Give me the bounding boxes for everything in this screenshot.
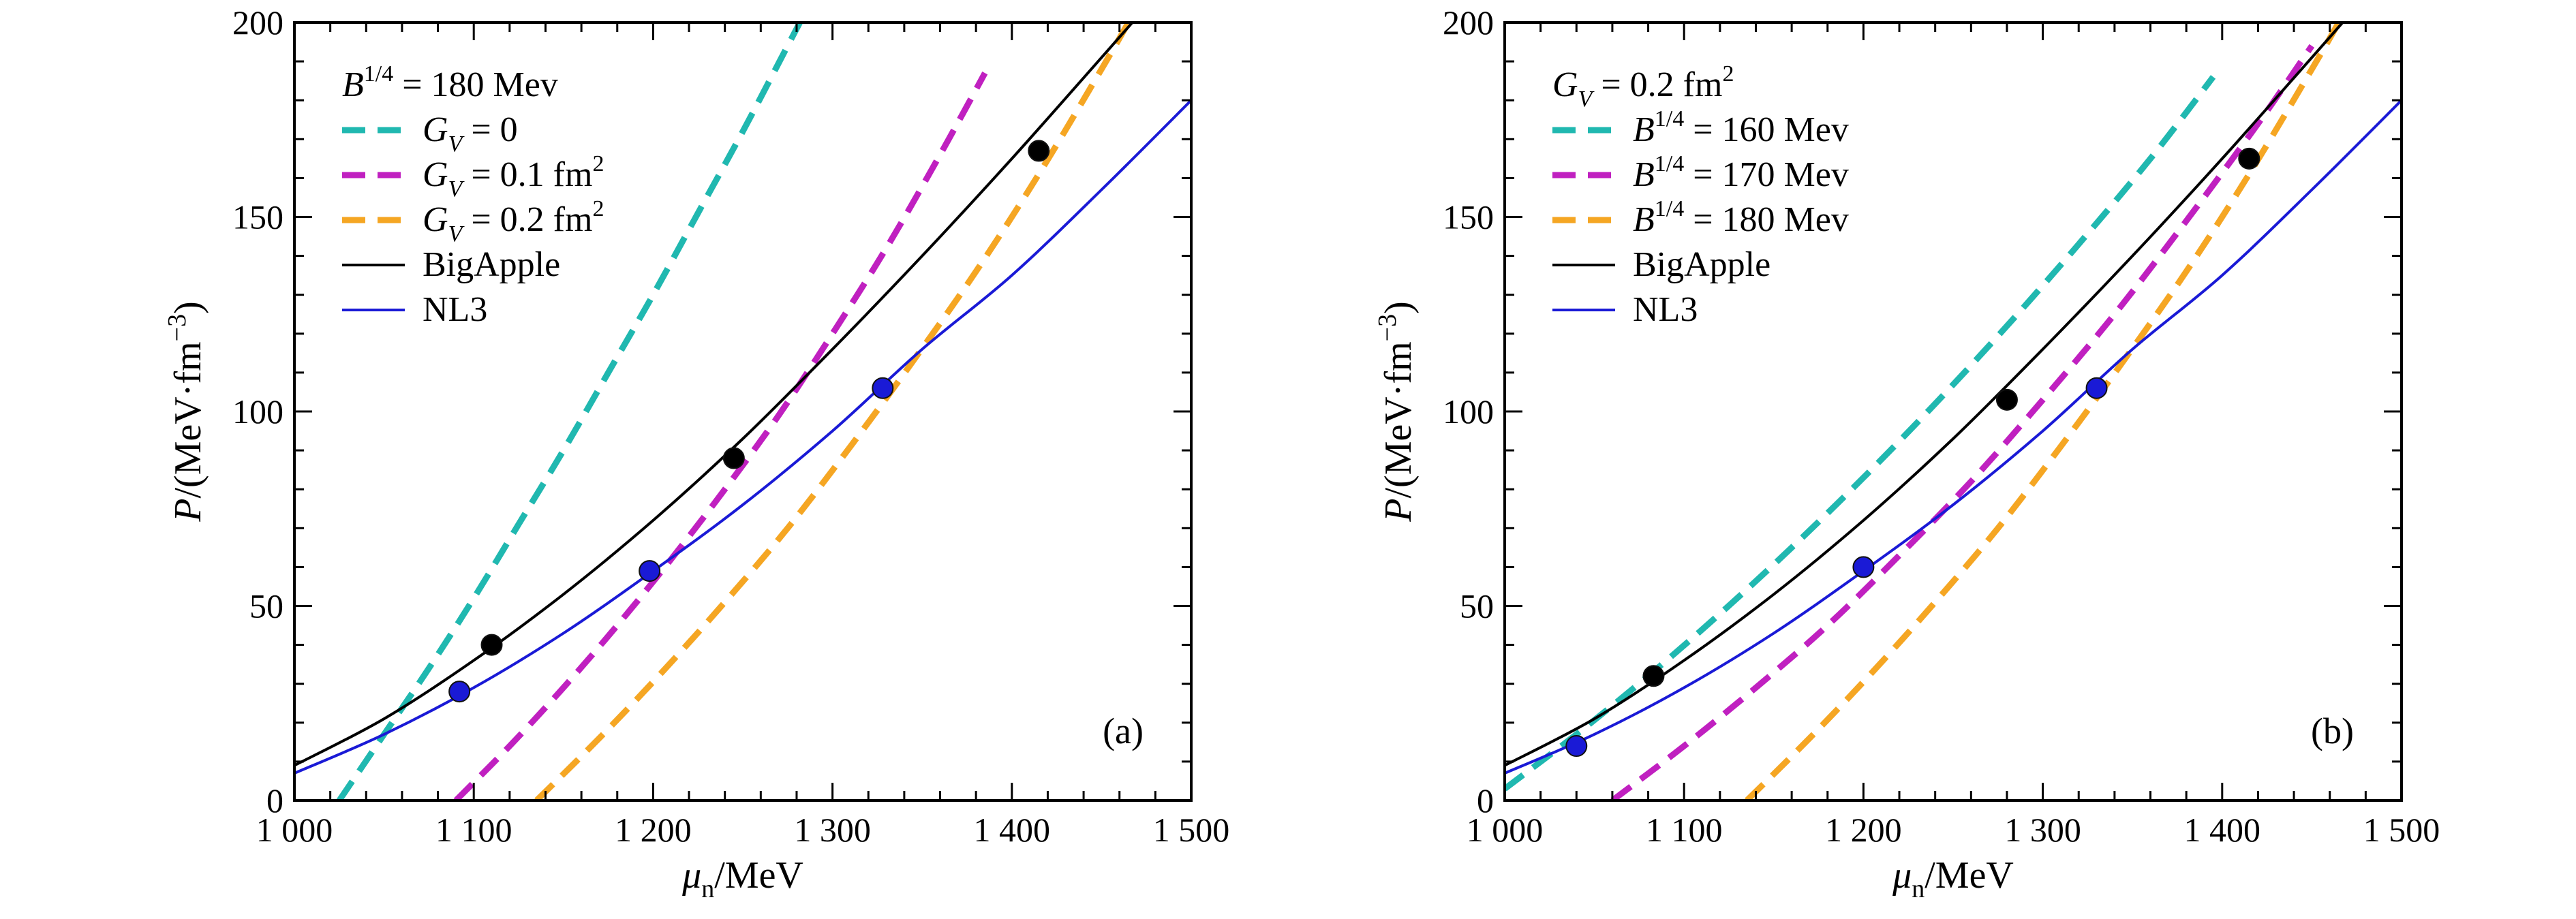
legend-entry-gv01: GV = 0.1 fm2 bbox=[423, 151, 604, 202]
legend-entry-nl3: NL3 bbox=[423, 290, 487, 329]
x-axis-title: μn/MeV bbox=[1892, 854, 2014, 903]
x-tick-label: 1 100 bbox=[435, 811, 512, 849]
y-tick-label: 100 bbox=[1443, 392, 1494, 431]
crossing-point-marker bbox=[1642, 665, 1665, 687]
series-line-b170 bbox=[1610, 44, 2315, 800]
chart-panel-a: 1 000 1 100 1 200 1 300 1 400 1 500 0 50 100 150 2… bbox=[163, 3, 1230, 903]
x-tick-label: 1 500 bbox=[2363, 811, 2440, 849]
legend-header: B1/4 = 180 Mev bbox=[342, 61, 558, 104]
x-axis-title: μn/MeV bbox=[681, 854, 803, 903]
y-tick-label: 200 bbox=[232, 3, 283, 42]
y-tick-label: 0 bbox=[266, 781, 283, 820]
y-tick-label: 0 bbox=[1477, 781, 1494, 820]
legend-entry-gv0: GV = 0 bbox=[423, 110, 518, 157]
legend-entry-bigapple: BigApple bbox=[1633, 245, 1770, 284]
legend-entry-gv02: GV = 0.2 fm2 bbox=[423, 196, 604, 247]
x-tick-label: 1 300 bbox=[794, 811, 871, 849]
legend-entry-b180: B1/4 = 180 Mev bbox=[1633, 196, 1849, 239]
x-tick-label: 1 200 bbox=[615, 811, 692, 849]
crossing-point-marker bbox=[1565, 735, 1588, 758]
crossing-point-marker bbox=[480, 634, 503, 656]
y-tick-label: 200 bbox=[1443, 3, 1494, 42]
panel-label: (b) bbox=[2311, 711, 2354, 751]
y-tick-label: 50 bbox=[1460, 587, 1494, 625]
legend-entry-nl3: NL3 bbox=[1633, 290, 1698, 329]
panel-label: (a) bbox=[1103, 711, 1144, 751]
crossing-point-marker bbox=[2238, 147, 2260, 170]
x-tick-label: 1 500 bbox=[1153, 811, 1230, 849]
y-tick-label: 50 bbox=[249, 587, 283, 625]
chart-panel-b: 1 000 1 100 1 200 1 300 1 400 1 500 0 50 100 150 2… bbox=[1373, 3, 2440, 903]
x-tick-label: 1 400 bbox=[2184, 811, 2261, 849]
crossing-point-marker bbox=[1852, 556, 1875, 578]
series-line-bigapple bbox=[1505, 22, 2345, 767]
x-tick-label: 1 100 bbox=[1646, 811, 1723, 849]
legend-entry-b160: B1/4 = 160 Mev bbox=[1633, 106, 1849, 149]
series-line-bigapple bbox=[294, 22, 1135, 767]
crossing-point-marker bbox=[639, 560, 661, 582]
series-group bbox=[294, 22, 1191, 800]
x-tick-label: 1 000 bbox=[256, 811, 333, 849]
y-axis-title: P/(MeV·fm−3) bbox=[1373, 301, 1420, 522]
axis-ticks bbox=[1503, 21, 2403, 802]
series-line-gv02 bbox=[534, 22, 1131, 800]
axis-ticks bbox=[293, 21, 1193, 802]
series-line-gv0 bbox=[337, 22, 803, 800]
crossing-point-marker bbox=[1995, 388, 2018, 411]
legend-header: GV = 0.2 fm2 bbox=[1552, 61, 1734, 112]
crossing-point-marker bbox=[1028, 140, 1050, 162]
crossing-point-marker bbox=[2085, 377, 2108, 399]
series-line-nl3 bbox=[1505, 99, 2402, 775]
x-tick-label: 1 400 bbox=[974, 811, 1051, 849]
series-line-gv01 bbox=[453, 72, 988, 800]
y-tick-label: 150 bbox=[232, 198, 283, 236]
crossing-point-marker bbox=[448, 681, 471, 703]
x-tick-label: 1 200 bbox=[1825, 811, 1902, 849]
x-tick-label: 1 300 bbox=[2004, 811, 2081, 849]
legend-entry-bigapple: BigApple bbox=[423, 245, 560, 284]
y-tick-label: 100 bbox=[232, 392, 283, 431]
x-tick-label: 1 000 bbox=[1467, 811, 1544, 849]
y-tick-label: 150 bbox=[1443, 198, 1494, 236]
crossing-point-marker bbox=[872, 377, 894, 399]
series-line-b160 bbox=[1505, 75, 2216, 792]
legend-entry-b170: B1/4 = 170 Mev bbox=[1633, 151, 1849, 194]
crossing-point-marker bbox=[722, 447, 745, 469]
y-axis-title: P/(MeV·fm−3) bbox=[163, 301, 209, 522]
